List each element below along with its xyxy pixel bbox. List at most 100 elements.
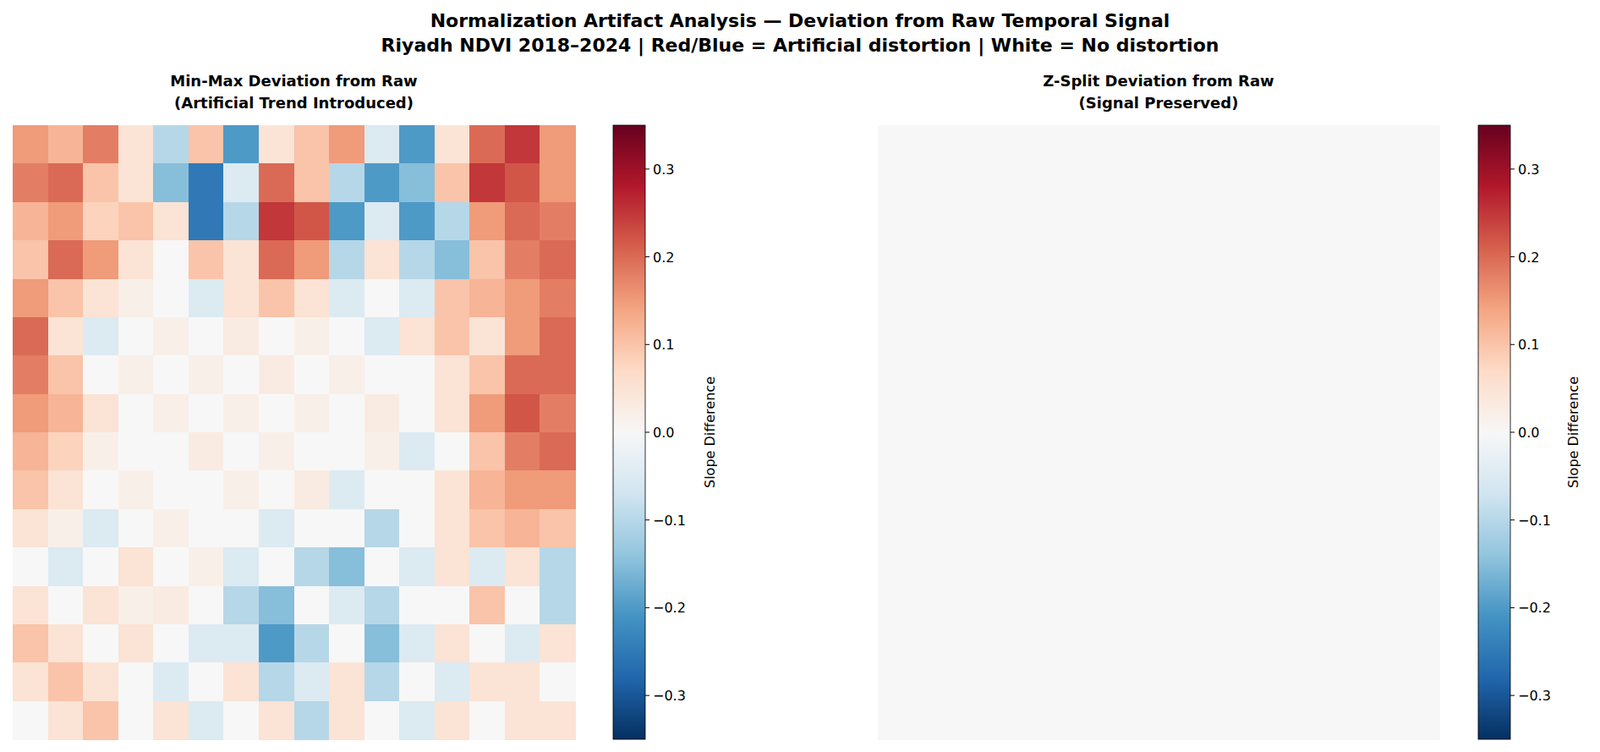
colorbar	[613, 125, 646, 740]
heatmap-cell	[1018, 125, 1054, 165]
heatmap-cell	[48, 701, 84, 740]
heatmap-cell	[434, 355, 471, 395]
heatmap-cell	[188, 125, 225, 165]
heatmap-cell	[1404, 240, 1441, 280]
heatmap-cell	[12, 470, 49, 510]
heatmap-cell	[947, 624, 984, 664]
heatmap-cell	[1404, 355, 1441, 395]
heatmap-cell	[399, 586, 435, 625]
heatmap-cell	[1404, 202, 1441, 242]
heatmap-cell	[1228, 317, 1265, 357]
heatmap-cell	[1123, 394, 1160, 433]
heatmap-cell	[1298, 470, 1335, 510]
heatmap-cell	[1334, 624, 1370, 664]
heatmap-cell	[1404, 279, 1441, 318]
heatmap-cell	[1053, 586, 1090, 625]
heatmap-cell	[294, 470, 330, 510]
colorbar-tick-label: 0.0	[1517, 424, 1540, 441]
heatmap-cell	[947, 547, 984, 587]
heatmap-cell	[1194, 432, 1230, 472]
heatmap-cell	[118, 509, 154, 548]
heatmap-cell	[294, 240, 330, 280]
heatmap-cell	[1334, 355, 1370, 395]
heatmap-cell	[1088, 470, 1124, 510]
heatmap-cell	[82, 624, 119, 664]
heatmap-cell	[12, 240, 49, 280]
heatmap-cell	[1228, 547, 1265, 587]
heatmap-cell	[1264, 509, 1300, 548]
heatmap-cell	[12, 624, 49, 664]
heatmap-cell	[1194, 547, 1230, 587]
heatmap-cell	[1018, 547, 1054, 587]
heatmap-cell	[1158, 355, 1195, 395]
heatmap-cell	[1369, 432, 1405, 472]
heatmap-cell	[153, 662, 189, 702]
heatmap-cell	[877, 432, 914, 472]
heatmap-cell	[82, 240, 119, 280]
heatmap-cell	[223, 701, 259, 740]
heatmap-cell	[364, 202, 400, 242]
colorbar-tick	[645, 519, 650, 521]
figure-title: Normalization Artifact Analysis — Deviat…	[430, 10, 1171, 32]
heatmap-cell	[188, 662, 225, 702]
heatmap-cell	[1334, 317, 1370, 357]
heatmap-cell	[399, 202, 435, 242]
heatmap-cell	[913, 240, 949, 280]
heatmap-cell	[913, 163, 949, 203]
panel-subtitle: (Signal Preserved)	[1079, 93, 1239, 112]
heatmap-cell	[947, 279, 984, 318]
heatmap-cell	[877, 701, 914, 740]
heatmap-cell	[1264, 624, 1300, 664]
heatmap-cell	[48, 317, 84, 357]
heatmap-cell	[1228, 394, 1265, 433]
heatmap-cell	[469, 701, 505, 740]
heatmap-cell	[1404, 624, 1441, 664]
heatmap-cell	[1053, 317, 1090, 357]
colorbar-tick-label: 0.3	[1517, 161, 1540, 178]
heatmap-cell	[1404, 125, 1441, 165]
heatmap-cell	[1123, 432, 1160, 472]
heatmap-cell	[223, 547, 259, 587]
heatmap-cell	[1228, 240, 1265, 280]
heatmap-cell	[1018, 355, 1054, 395]
heatmap-cell	[1298, 394, 1335, 433]
heatmap-cell	[399, 279, 435, 318]
heatmap-cell	[294, 509, 330, 548]
heatmap-cell	[1053, 547, 1090, 587]
heatmap-cell	[1123, 624, 1160, 664]
heatmap-cell	[12, 394, 49, 433]
heatmap-cell	[294, 586, 330, 625]
figure: Normalization Artifact Analysis — Deviat…	[0, 0, 1600, 752]
heatmap-cell	[1298, 547, 1335, 587]
heatmap-cell	[504, 547, 541, 587]
heatmap-cell	[118, 470, 154, 510]
heatmap-cell	[364, 470, 400, 510]
heatmap-cell	[913, 202, 949, 242]
heatmap-cell	[1369, 662, 1405, 702]
heatmap-cell	[328, 355, 365, 395]
heatmap-cell	[1158, 240, 1195, 280]
heatmap-cell	[539, 470, 576, 510]
heatmap-cell	[118, 394, 154, 433]
heatmap-cell	[258, 163, 295, 203]
heatmap-cell	[983, 662, 1020, 702]
heatmap-cell	[1194, 509, 1230, 548]
heatmap-cell	[1334, 163, 1370, 203]
heatmap-cell	[434, 624, 471, 664]
heatmap-cell	[877, 202, 914, 242]
heatmap-cell	[434, 662, 471, 702]
heatmap-cell	[504, 624, 541, 664]
heatmap-cell	[12, 163, 49, 203]
heatmap-cell	[469, 240, 505, 280]
heatmap-cell	[364, 355, 400, 395]
heatmap-cell	[48, 163, 84, 203]
heatmap-cell	[1228, 163, 1265, 203]
heatmap-cell	[1369, 317, 1405, 357]
heatmap-cell	[983, 509, 1020, 548]
heatmap-cell	[1018, 470, 1054, 510]
heatmap-cell	[1158, 509, 1195, 548]
heatmap-cell	[188, 279, 225, 318]
heatmap-cell	[539, 279, 576, 318]
heatmap-cell	[258, 317, 295, 357]
heatmap-cell	[223, 317, 259, 357]
